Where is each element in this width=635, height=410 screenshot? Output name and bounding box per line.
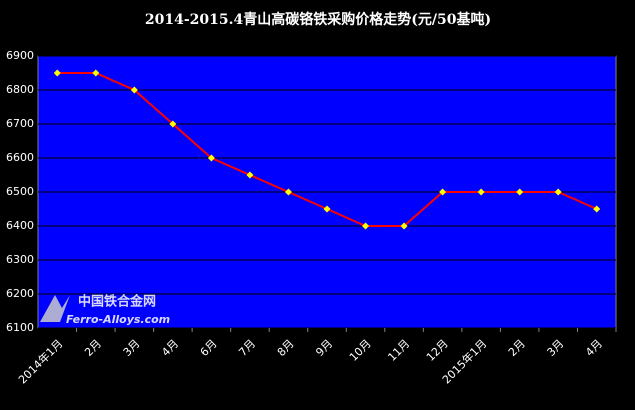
chart-title: 2014-2015.4青山高碳铬铁采购价格走势(元/50基吨) [145, 11, 491, 28]
marker [169, 120, 177, 128]
y-tick-label: 6900 [6, 49, 34, 62]
marker [477, 188, 485, 196]
y-tick-label: 6200 [6, 287, 34, 300]
marker [400, 222, 408, 230]
marker [92, 69, 100, 77]
marker [130, 86, 138, 94]
marker [323, 205, 331, 213]
marker [593, 205, 601, 213]
marker [53, 69, 61, 77]
watermark-name: 中国铁合金网 [78, 294, 156, 310]
y-tick-label: 6300 [6, 253, 34, 266]
marker [439, 188, 447, 196]
marker [362, 222, 370, 230]
marker [516, 188, 524, 196]
marker [554, 188, 562, 196]
watermark-logo [40, 295, 70, 322]
watermark: 中国铁合金网 Ferro-Alloys.com [40, 294, 170, 326]
y-tick-label: 6700 [6, 117, 34, 130]
marker [284, 188, 292, 196]
marker [207, 154, 215, 162]
marker [246, 171, 254, 179]
watermark-url: Ferro-Alloys.com [66, 313, 170, 326]
y-tick-label: 6500 [6, 185, 34, 198]
y-tick-label: 6600 [6, 151, 34, 164]
y-tick-label: 6100 [6, 321, 34, 334]
y-tick-label: 6800 [6, 83, 34, 96]
y-tick-label: 6400 [6, 219, 34, 232]
